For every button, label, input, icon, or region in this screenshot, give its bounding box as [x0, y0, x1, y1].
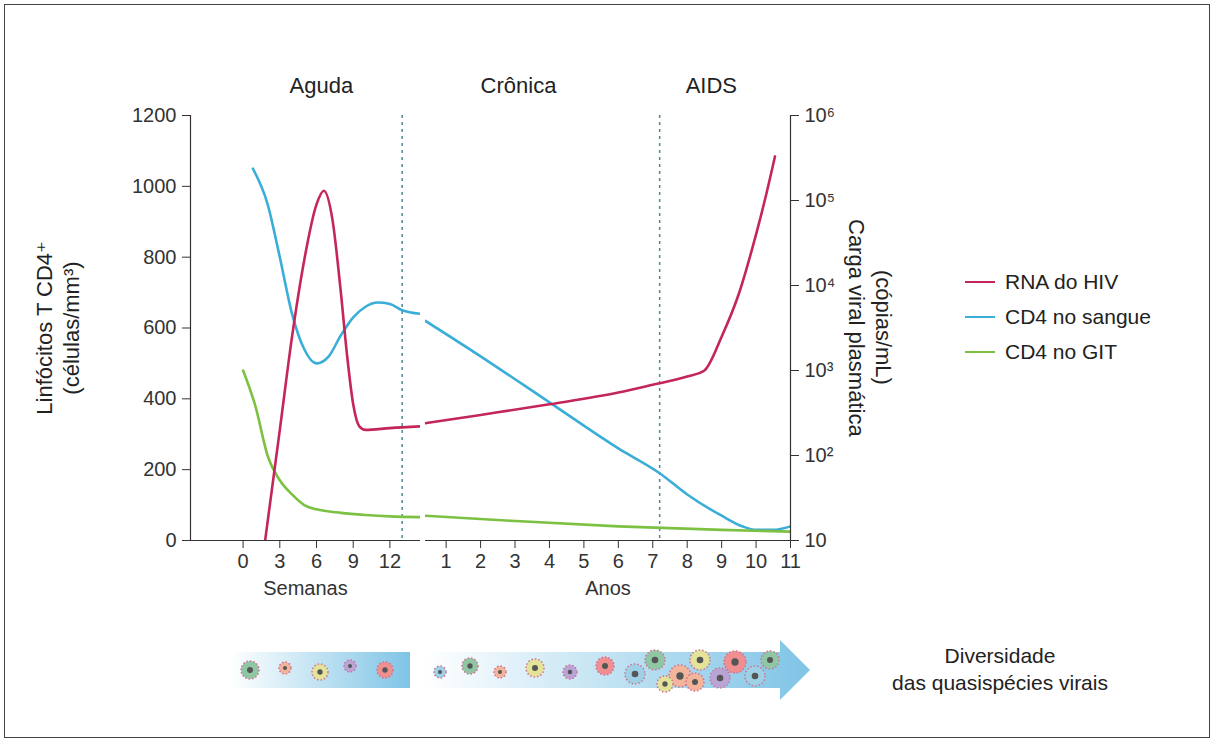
html-text:CD4 no GIT: CD4 no GIT [1005, 340, 1117, 363]
svg-text:11: 11 [780, 550, 801, 572]
svg-text:6: 6 [613, 550, 624, 572]
html-text:das quasispécies virais: das quasispécies virais [892, 671, 1108, 694]
svg-text:Aguda: Aguda [290, 73, 354, 98]
html-text:(células/mm³): (células/mm³) [59, 260, 84, 395]
svg-text:1200: 1200 [132, 104, 177, 126]
svg-text:1: 1 [441, 550, 452, 572]
svg-text:4: 4 [544, 550, 555, 572]
svg-text:5: 5 [578, 550, 589, 572]
svg-text:10: 10 [745, 550, 767, 572]
svg-text:400: 400 [143, 387, 176, 409]
svg-text:800: 800 [143, 246, 176, 268]
svg-text:0: 0 [238, 550, 249, 572]
svg-text:600: 600 [143, 316, 176, 338]
svg-text:3: 3 [509, 550, 520, 572]
svg-text:12: 12 [379, 550, 401, 572]
svg-text:10⁴: 10⁴ [805, 274, 836, 296]
svg-text:9: 9 [716, 550, 727, 572]
svg-text:AIDS: AIDS [686, 73, 737, 98]
svg-text:1000: 1000 [132, 175, 177, 197]
svg-text:10⁵: 10⁵ [805, 189, 836, 211]
svg-text:Crônica: Crônica [481, 73, 558, 98]
html-text:Linfócitos T CD4⁺: Linfócitos T CD4⁺ [32, 240, 57, 415]
svg-text:3: 3 [274, 550, 285, 572]
html-text:Carga viral plasmática: Carga viral plasmática [844, 218, 869, 437]
html-text:RNA do HIV: RNA do HIV [1005, 270, 1119, 293]
svg-text:9: 9 [348, 550, 359, 572]
svg-text:10³: 10³ [805, 359, 834, 381]
svg-text:10²: 10² [805, 444, 834, 466]
svg-text:10: 10 [805, 529, 827, 551]
html-text:CD4 no sangue: CD4 no sangue [1005, 305, 1151, 328]
html-text:(cópias/mL): (cópias/mL) [871, 270, 896, 385]
svg-text:10⁶: 10⁶ [805, 104, 835, 126]
svg-text:Anos: Anos [585, 577, 631, 599]
svg-text:6: 6 [311, 550, 322, 572]
svg-text:200: 200 [143, 458, 176, 480]
svg-text:7: 7 [647, 550, 658, 572]
html-text:Diversidade: Diversidade [944, 644, 1056, 667]
svg-text:8: 8 [682, 550, 693, 572]
svg-text:Semanas: Semanas [263, 577, 348, 599]
svg-text:0: 0 [165, 529, 176, 551]
svg-text:2: 2 [475, 550, 486, 572]
